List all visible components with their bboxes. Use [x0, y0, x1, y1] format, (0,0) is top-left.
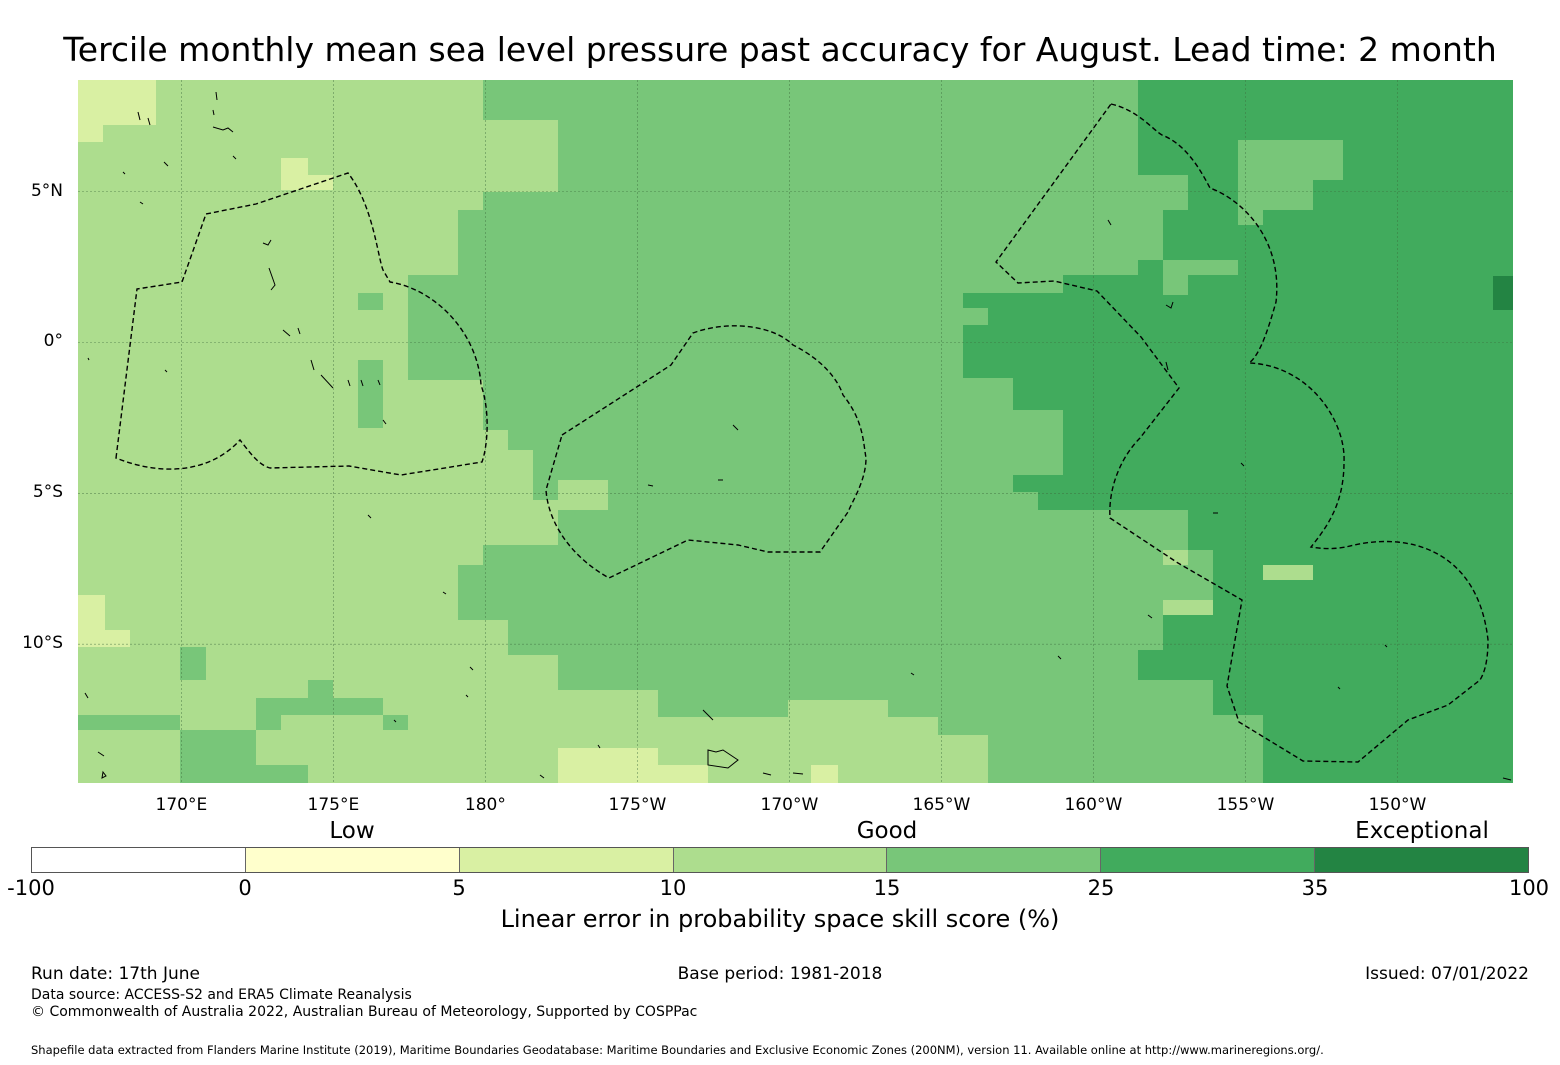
lon-tick-label: 180°: [464, 795, 506, 815]
colorbar-tick-label: 25: [1087, 876, 1115, 900]
colorbar-category-label: Low: [329, 818, 375, 844]
colorbar-tick-label: -100: [7, 876, 55, 900]
colorbar-tick-label: 15: [873, 876, 901, 900]
lat-tick-label: 5°S: [32, 482, 63, 503]
lon-tick-label: 165°W: [912, 795, 971, 815]
colorbar-segment: [1101, 848, 1316, 872]
colorbar-category-label: Exceptional: [1355, 818, 1489, 844]
run-date: Run date: 17th June: [31, 964, 200, 984]
colorbar-segment: [245, 848, 460, 872]
lon-tick-label: 150°W: [1368, 795, 1427, 815]
base-period: Base period: 1981-2018: [677, 964, 883, 984]
colorbar-segment: [1315, 848, 1529, 872]
lon-tick-label: 175°W: [608, 795, 667, 815]
issued-date: Issued: 07/01/2022: [1365, 964, 1529, 984]
lat-tick-label: 10°S: [22, 633, 63, 654]
colorbar: [31, 847, 1529, 873]
shapefile-credit: Shapefile data extracted from Flanders M…: [31, 1043, 1324, 1057]
colorbar-category-label: Good: [856, 818, 918, 844]
lon-tick-label: 175°E: [307, 795, 360, 815]
colorbar-segment: [32, 848, 246, 872]
lon-tick-label: 170°W: [760, 795, 819, 815]
colorbar-segment: [673, 848, 888, 872]
data-source: Data source: ACCESS-S2 and ERA5 Climate …: [31, 987, 412, 1003]
colorbar-segment: [887, 848, 1102, 872]
colorbar-tick-label: 100: [1508, 876, 1550, 900]
colorbar-segment: [459, 848, 674, 872]
colorbar-tick-label: 10: [659, 876, 687, 900]
lon-tick-label: 155°W: [1216, 795, 1275, 815]
skill-map: [78, 80, 1513, 783]
chart-title: Tercile monthly mean sea level pressure …: [63, 30, 1497, 69]
colorbar-tick-label: 0: [238, 876, 252, 900]
colorbar-label: Linear error in probability space skill …: [500, 905, 1060, 933]
skill-map-canvas: [78, 80, 1513, 783]
copyright: © Commonwealth of Australia 2022, Austra…: [31, 1004, 698, 1020]
lon-tick-label: 170°E: [155, 795, 208, 815]
colorbar-tick-label: 5: [452, 876, 466, 900]
lon-tick-label: 160°W: [1064, 795, 1123, 815]
colorbar-tick-label: 35: [1301, 876, 1329, 900]
lat-tick-label: 5°N: [30, 180, 63, 201]
lat-tick-label: 0°: [43, 331, 63, 352]
